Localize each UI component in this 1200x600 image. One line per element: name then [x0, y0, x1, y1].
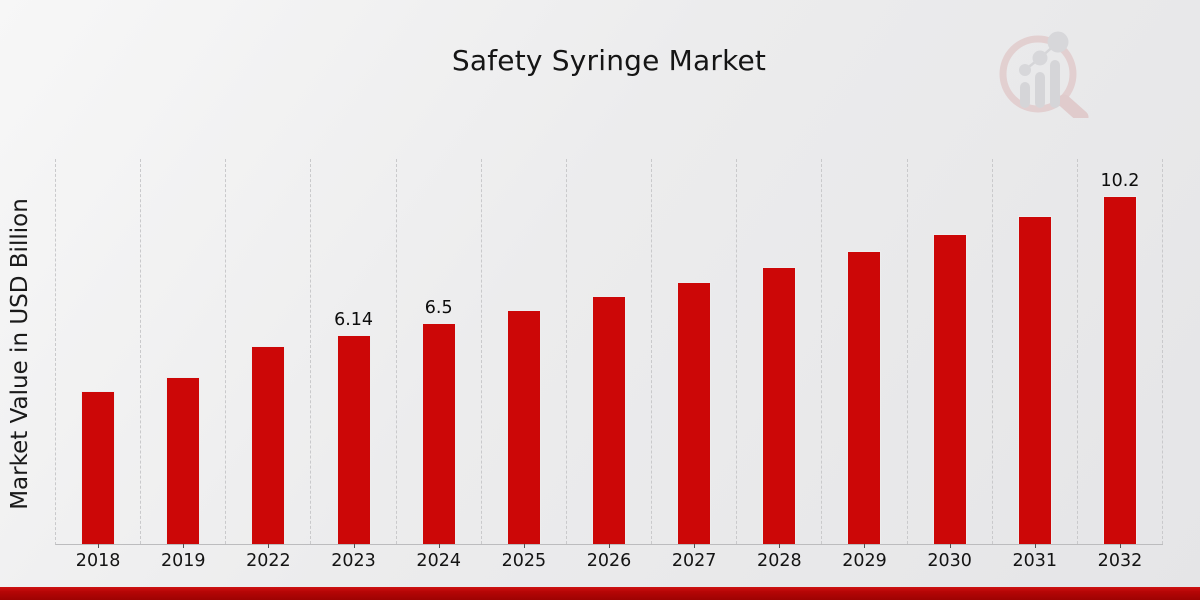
y-axis-label: Market Value in USD Billion [7, 198, 33, 510]
x-axis-tick [609, 544, 611, 548]
bar-column: 2029 [822, 159, 908, 571]
x-axis-tick-label: 2025 [501, 551, 547, 571]
bar-column: 2031 [993, 159, 1078, 571]
bar-column: 2030 [908, 159, 993, 571]
bar-column: 2028 [737, 159, 823, 571]
plot-area: 2018 2019 2022 6.14 2023 6.5 2024 2025 2026 2027 2… [55, 159, 1164, 571]
bar [1102, 196, 1137, 544]
x-axis-tick-label: 2030 [927, 551, 972, 571]
x-axis-tick [1119, 544, 1121, 548]
bar [592, 296, 627, 544]
x-axis-tick [98, 544, 100, 548]
bar [677, 281, 712, 544]
chart-title: Safety Syringe Market [451, 44, 767, 77]
bar-column: 2019 [141, 159, 227, 571]
x-axis-tick [864, 544, 866, 548]
x-axis-tick-label: 2023 [331, 551, 376, 571]
bar-column: 6.5 2024 [397, 159, 482, 571]
x-axis-tick-label: 2019 [160, 551, 206, 571]
x-axis-tick [523, 544, 525, 548]
x-axis-tick-label: 2022 [246, 551, 291, 571]
x-axis-tick [268, 544, 270, 548]
x-axis-tick [183, 544, 185, 548]
bar [336, 334, 371, 544]
bar-value-label: 10.2 [1100, 171, 1140, 192]
bar [81, 390, 116, 544]
x-axis-tick [779, 544, 781, 548]
bar-column: 2025 [482, 159, 567, 571]
x-axis-tick-label: 2032 [1097, 551, 1143, 571]
bar-column: 2027 [652, 159, 738, 571]
bar [251, 346, 286, 544]
bar-column: 6.14 2023 [311, 159, 397, 571]
bar-column: 10.2 2032 [1078, 159, 1164, 571]
bar-value-label: 6.14 [334, 309, 374, 330]
x-axis-tick-label: 2024 [416, 551, 461, 571]
x-axis-tick-label: 2026 [586, 551, 632, 571]
bar-column: 2026 [567, 159, 653, 571]
bar-column: 2022 [226, 159, 312, 571]
x-axis-tick-label: 2028 [757, 551, 802, 571]
x-axis-tick [949, 544, 951, 548]
x-axis-tick [438, 544, 440, 548]
bar [421, 322, 456, 544]
bar-value-label: 6.5 [424, 297, 453, 318]
x-axis-tick [694, 544, 696, 548]
bar-column: 2018 [56, 159, 142, 571]
bar [166, 377, 201, 544]
x-axis-tick-label: 2031 [1012, 551, 1058, 571]
x-axis-tick [353, 544, 355, 548]
bar [506, 309, 541, 544]
bottom-accent-band [0, 587, 1200, 600]
bar [762, 266, 797, 544]
x-axis-tick-label: 2018 [75, 551, 121, 571]
bar [1017, 215, 1052, 544]
x-axis-tick-label: 2027 [671, 551, 717, 571]
x-axis-tick [1034, 544, 1036, 548]
x-axis-tick-label: 2029 [842, 551, 887, 571]
bar [847, 250, 882, 544]
brand-logo-watermark-icon [999, 31, 1089, 118]
bar [932, 233, 967, 544]
